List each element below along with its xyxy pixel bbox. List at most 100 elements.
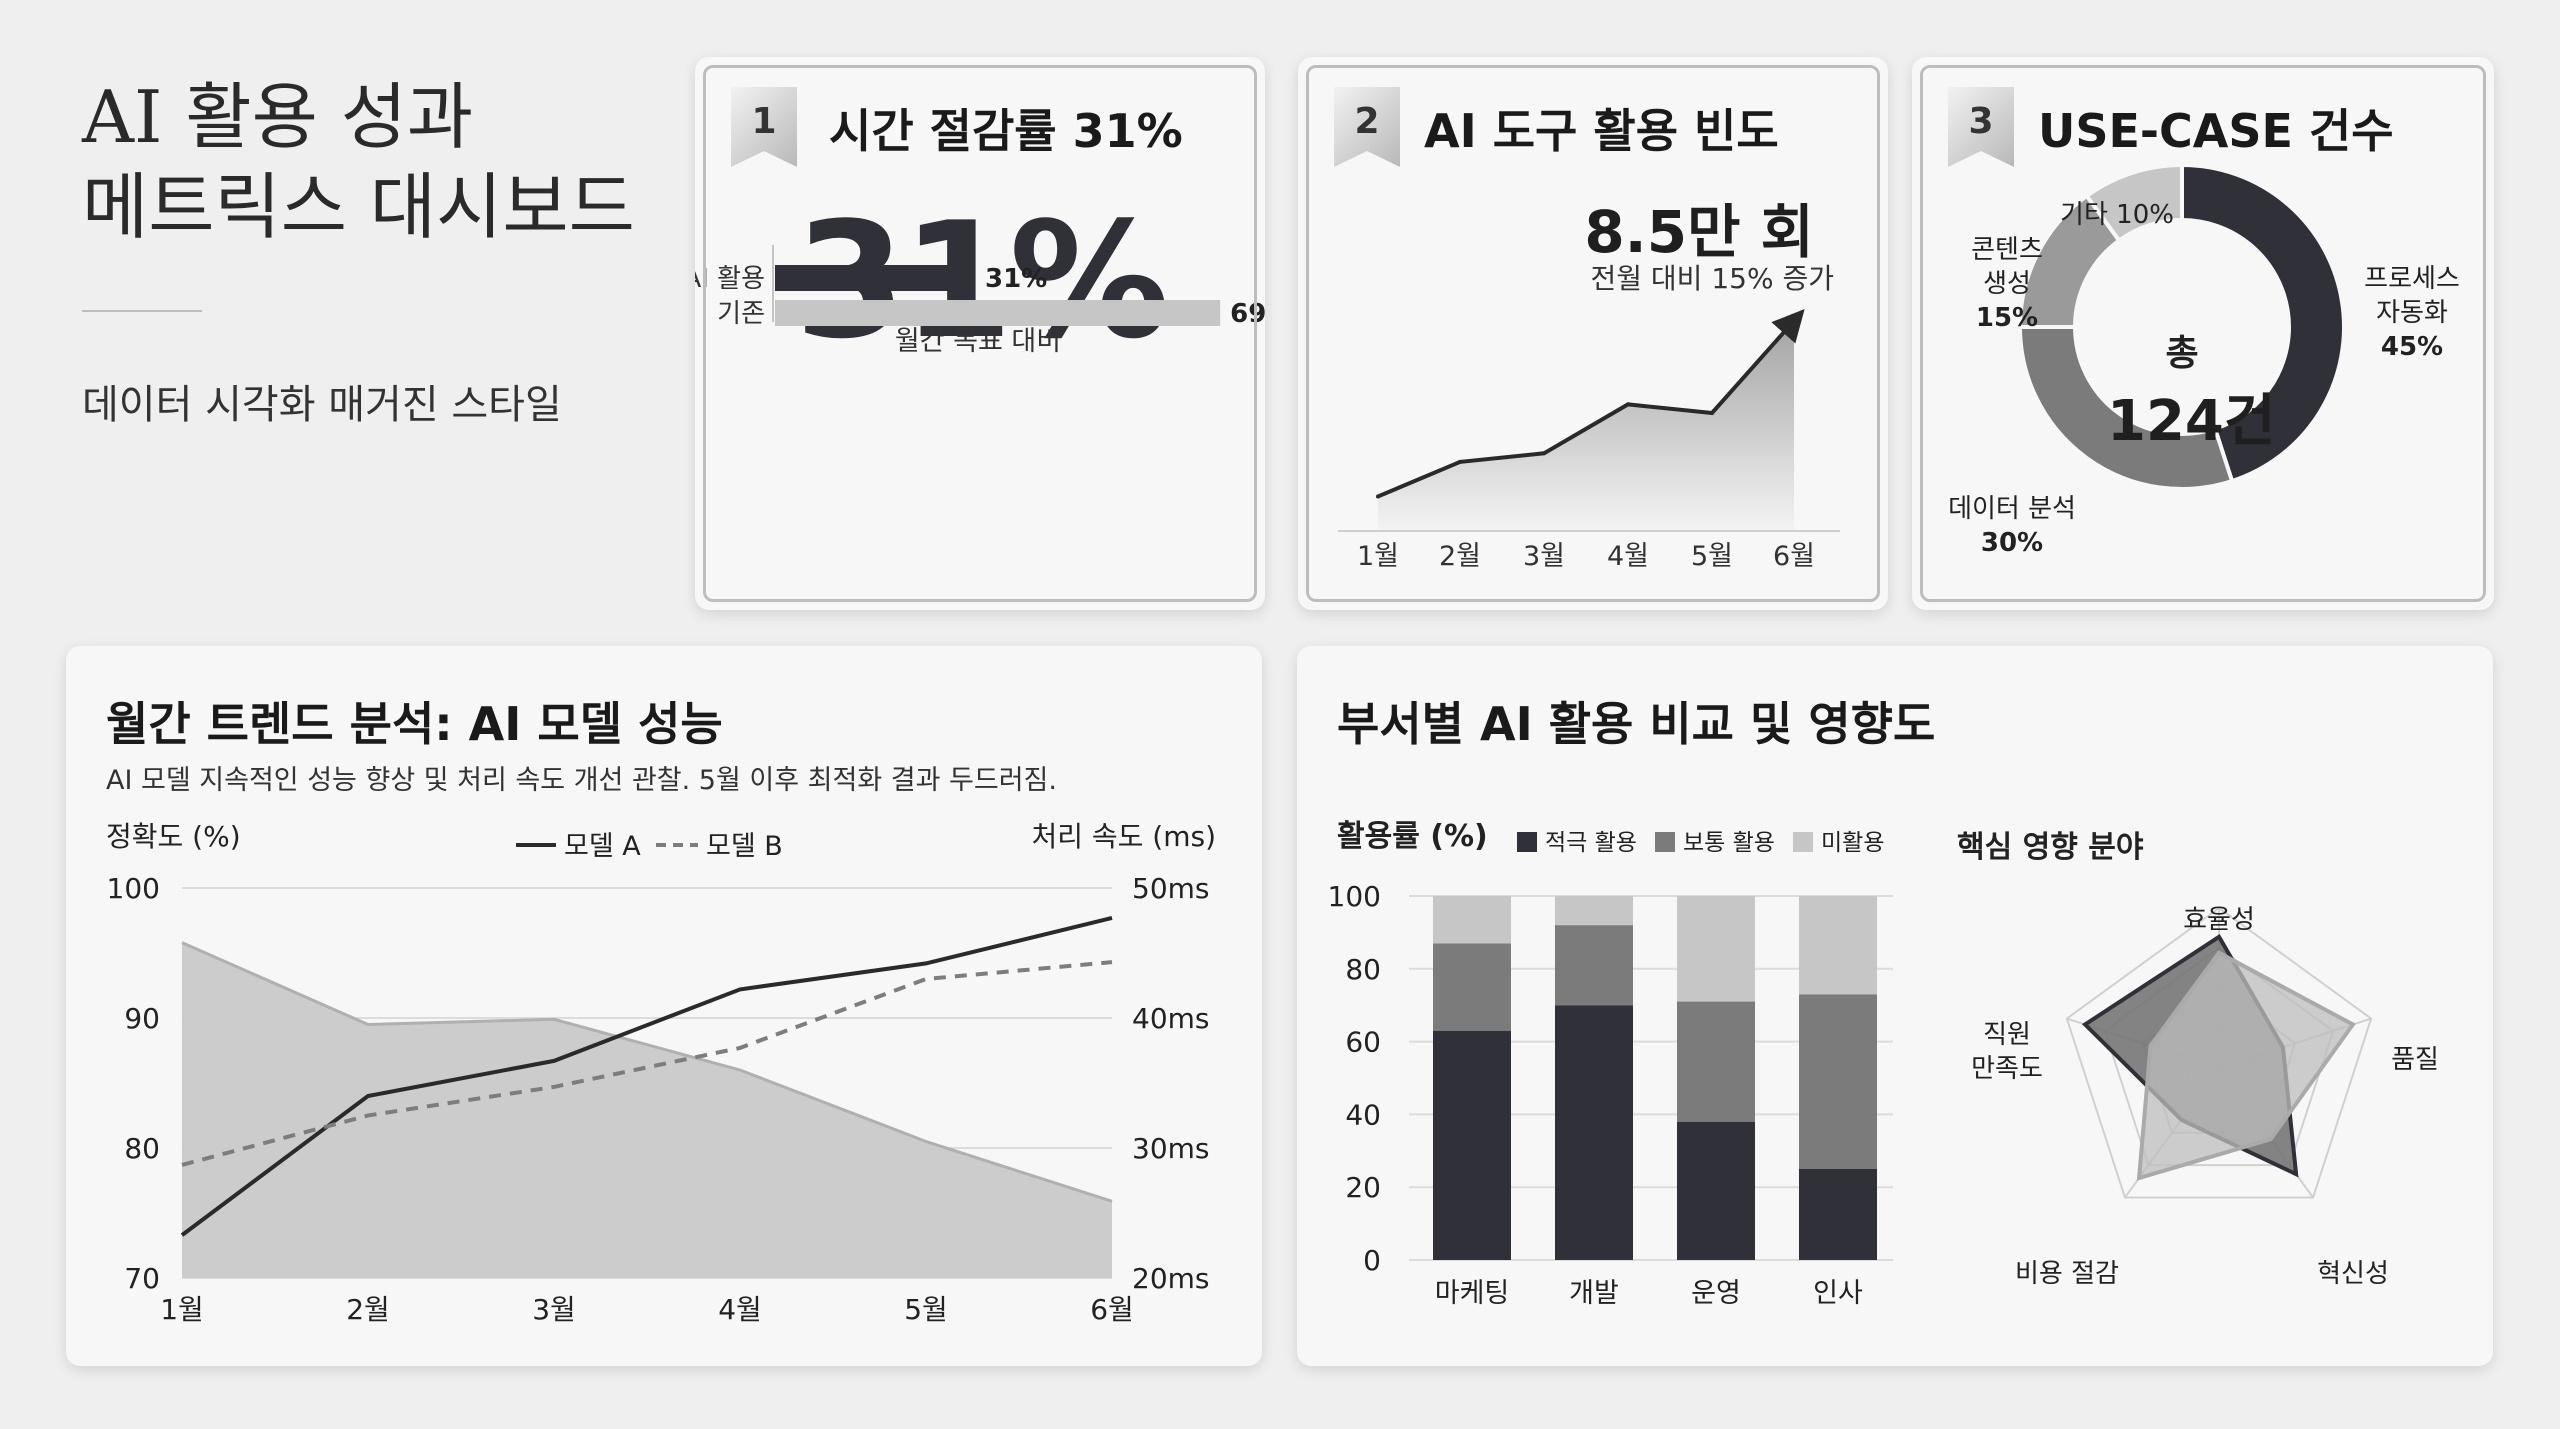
speed-area bbox=[182, 942, 1112, 1278]
stack-tick-label: 80 bbox=[1345, 953, 1381, 986]
frequency-point bbox=[1792, 318, 1796, 323]
card-title: AI 도구 활용 빈도 bbox=[1424, 104, 1779, 158]
frequency-point bbox=[1710, 411, 1714, 415]
stacked-bar-segment bbox=[1433, 896, 1511, 944]
model-performance-chart: 정확도 (%) 처리 속도 (ms) 100 50ms 90 40ms 80 30ms 70 20… bbox=[106, 820, 1216, 1326]
title-divider bbox=[82, 310, 202, 312]
stacked-bar-segment bbox=[1677, 896, 1755, 1002]
stacked-bar-segment bbox=[1555, 1005, 1633, 1260]
radar-axis-label: 직원 bbox=[1983, 1020, 2031, 1050]
comparison-bar-chart: AI 활용 31% 기존 69% 월간 목표 대비 bbox=[695, 245, 1265, 357]
radar-axis-label: 혁신성 bbox=[2317, 1259, 2389, 1289]
dashboard-subtitle: 데이터 시각화 매거진 스타일 bbox=[82, 382, 562, 428]
left-axis-title: 정확도 (%) bbox=[106, 820, 241, 853]
left-tick-label: 80 bbox=[124, 1132, 160, 1165]
department-charts: 활용률 (%) 적극 활용 보통 활용 미활용 100 80 60 40 20 0 마케팅 개발 운영 인… bbox=[1328, 819, 2439, 1309]
frequency-month-label: 2월 bbox=[1439, 541, 1481, 572]
legend-swatch bbox=[1517, 832, 1537, 852]
series-line-model-b bbox=[181, 960, 1113, 1167]
stack-tick-label: 100 bbox=[1328, 880, 1381, 913]
right-tick-label: 40ms bbox=[1132, 1002, 1210, 1035]
donut-slice-label: 프로세스 bbox=[2364, 264, 2460, 294]
legend-swatch bbox=[1655, 832, 1675, 852]
donut-center-prefix: 총 bbox=[2165, 333, 2199, 374]
legend-swatch bbox=[1793, 832, 1813, 852]
bar-category-label: 기존 bbox=[717, 299, 765, 329]
frequency-month-label: 6월 bbox=[1773, 541, 1815, 572]
right-tick-label: 20ms bbox=[1132, 1262, 1210, 1295]
series-line-model-a bbox=[180, 915, 1113, 1237]
donut-slice-label: 기타 10% bbox=[2060, 200, 2174, 230]
frequency-trend-line bbox=[1377, 308, 1805, 499]
trend-panel-title: 월간 트렌드 분석: AI 모델 성능 bbox=[106, 697, 723, 751]
month-tick-label: 6월 bbox=[1090, 1293, 1134, 1326]
donut-slice-label: 30% bbox=[1981, 528, 2043, 558]
stack-tick-label: 40 bbox=[1345, 1098, 1381, 1131]
comparison-bar bbox=[775, 300, 1221, 326]
frequency-month-label: 5월 bbox=[1691, 541, 1733, 572]
title-line-1: AI 활용 성과 bbox=[82, 75, 474, 159]
legend-label-model-b: 모델 B bbox=[706, 831, 783, 862]
donut-slice bbox=[2017, 325, 2235, 491]
stacked-bar-segment bbox=[1677, 1121, 1755, 1260]
bar-axis-label: 월간 목표 대비 bbox=[895, 326, 1061, 357]
left-tick-label: 90 bbox=[124, 1002, 160, 1035]
legend-label: 미활용 bbox=[1821, 830, 1884, 856]
department-label: 마케팅 bbox=[1435, 1278, 1510, 1309]
department-label: 개발 bbox=[1569, 1278, 1619, 1309]
month-tick-label: 5월 bbox=[904, 1293, 948, 1326]
use-case-card: 3 USE-CASE 건수 프로세스 자동화 45% 데이터 분석 30% 콘텐츠 생성 15… bbox=[1912, 57, 2494, 610]
department-panel-title: 부서별 AI 활용 비교 및 영향도 bbox=[1337, 697, 1936, 751]
frequency-area-chart: 1월 2월 3월 4월 5월 6월 bbox=[1338, 308, 1840, 572]
month-tick-label: 2월 bbox=[346, 1293, 390, 1326]
donut-slice-label: 콘텐츠 bbox=[1971, 235, 2043, 265]
stacked-bar-segment bbox=[1799, 994, 1877, 1169]
left-tick-label: 100 bbox=[107, 872, 160, 905]
frequency-point bbox=[1542, 451, 1546, 456]
department-label: 인사 bbox=[1813, 1278, 1863, 1309]
month-tick-label: 3월 bbox=[532, 1293, 576, 1326]
donut-slice-label: 45% bbox=[2381, 332, 2443, 362]
trend-panel-description: AI 모델 지속적인 성능 향상 및 처리 속도 개선 관찰. 5월 이후 최적… bbox=[106, 765, 1057, 796]
right-tick-label: 50ms bbox=[1132, 872, 1210, 905]
legend-label: 적극 활용 bbox=[1545, 830, 1637, 856]
donut-slice bbox=[2083, 162, 2184, 244]
radar-axis-label: 품질 bbox=[2391, 1045, 2439, 1075]
donut-slice-label: 자동화 bbox=[2376, 298, 2448, 328]
dashboard-title: AI 활용 성과 메트릭스 대시보드 bbox=[82, 72, 682, 252]
legend-label: 보통 활용 bbox=[1683, 830, 1775, 856]
stacked-bar-segment bbox=[1433, 1030, 1511, 1260]
stack-tick-label: 0 bbox=[1363, 1244, 1381, 1277]
stack-tick-label: 20 bbox=[1345, 1171, 1381, 1204]
stack-axis-title: 활용률 (%) bbox=[1337, 819, 1488, 854]
donut-slice-label: 15% bbox=[1976, 303, 2038, 333]
month-tick-label: 4월 bbox=[718, 1293, 762, 1326]
speed-area-edge bbox=[181, 941, 1113, 1203]
donut-center-label: 총 124건 bbox=[2107, 324, 2276, 457]
frequency-point bbox=[1458, 459, 1462, 464]
right-tick-label: 30ms bbox=[1132, 1132, 1210, 1165]
radar-title: 핵심 영향 분야 bbox=[1957, 830, 2144, 865]
donut-center-total: 124건 bbox=[2107, 389, 2276, 454]
bar-value-label: 69% bbox=[1230, 299, 1265, 329]
comparison-bar bbox=[775, 265, 975, 291]
radar-axis-label: 비용 절감 bbox=[2015, 1259, 2119, 1289]
stacked-bar-segment bbox=[1677, 1001, 1755, 1122]
card-title: 시간 절감률 31% bbox=[829, 104, 1183, 158]
donut-slice-label: 생성 bbox=[1983, 269, 2031, 299]
frequency-month-label: 4월 bbox=[1607, 541, 1649, 572]
stacked-bar-segment bbox=[1555, 925, 1633, 1006]
frequency-change: 전월 대비 15% 증가 bbox=[1590, 262, 1835, 295]
stacked-bar-segment bbox=[1799, 1169, 1877, 1260]
donut-slice-label: 데이터 분석 bbox=[1948, 494, 2076, 524]
radar-series-polygon bbox=[2136, 950, 2356, 1181]
card-number-badge: 3 bbox=[1948, 87, 2014, 167]
bar-value-label: 31% bbox=[985, 264, 1047, 294]
department-label: 운영 bbox=[1691, 1278, 1741, 1309]
right-axis-title: 처리 속도 (ms) bbox=[1031, 820, 1216, 853]
stack-tick-label: 60 bbox=[1345, 1026, 1381, 1059]
radar-grid-ring bbox=[2065, 906, 2373, 1199]
department-panel: 부서별 AI 활용 비교 및 영향도 핵심 영향 분야 활용률 (%) 적극 활용… bbox=[1297, 646, 2493, 1366]
